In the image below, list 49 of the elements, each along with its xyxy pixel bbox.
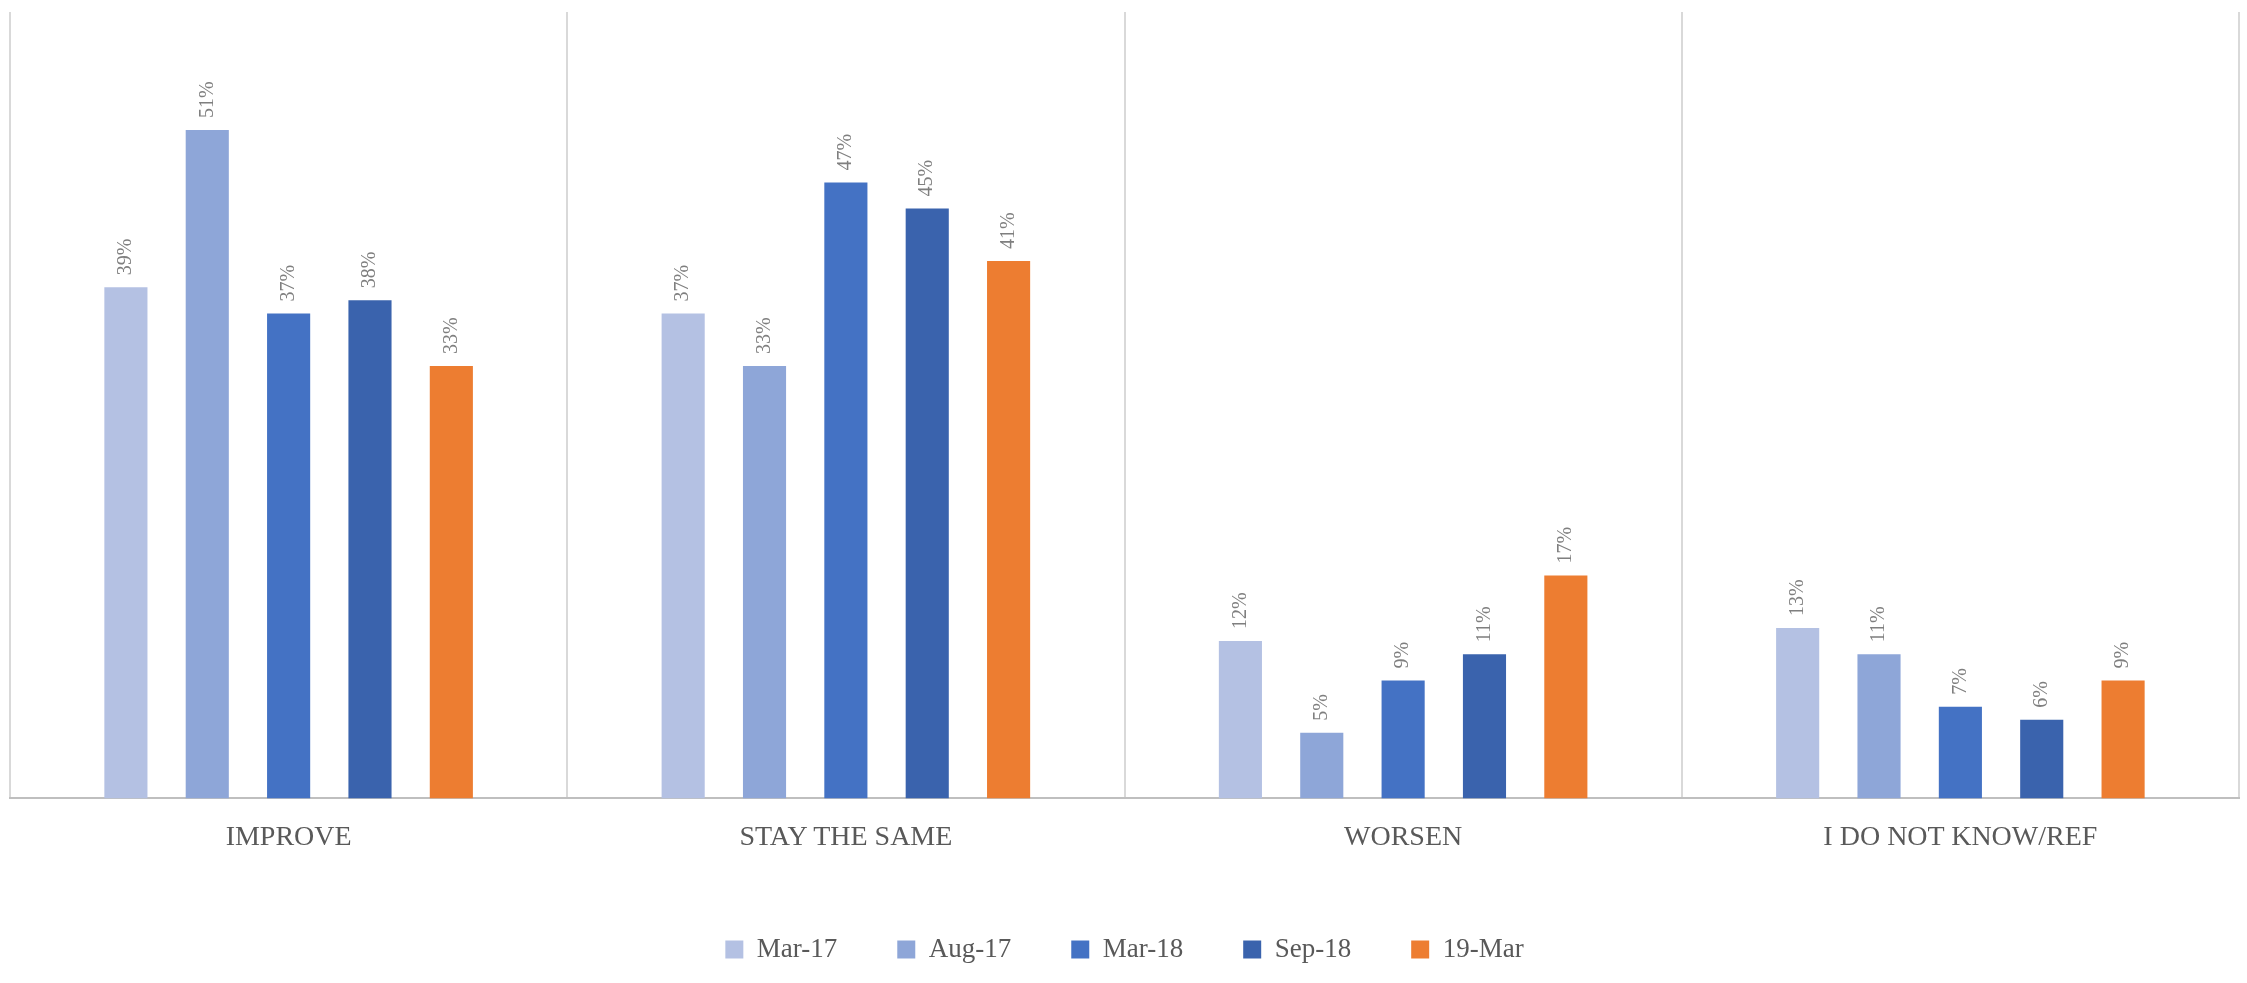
bar [1938, 706, 1982, 799]
data-label: 47% [833, 133, 856, 171]
bar [104, 287, 148, 799]
data-label: 17% [1553, 526, 1576, 564]
data-label: 9% [2110, 641, 2133, 669]
legend-label: Aug-17 [928, 932, 1012, 963]
bar [661, 313, 705, 799]
data-label: 45% [914, 159, 937, 197]
bar [185, 129, 229, 799]
bar [2101, 680, 2145, 799]
x-tick-label: I DO NOT KNOW/REF [1823, 819, 2098, 851]
bar [348, 300, 392, 799]
data-label: 12% [1227, 592, 1250, 630]
legend-label: 19-Mar [1442, 932, 1524, 963]
x-tick-label: IMPROVE [225, 819, 352, 851]
bar [1776, 628, 1820, 799]
bar [1544, 575, 1588, 799]
bar [905, 208, 949, 799]
data-label: 37% [670, 264, 693, 302]
bar [1218, 641, 1262, 799]
legend-label: Sep-18 [1274, 932, 1352, 963]
data-label: 6% [2028, 681, 2051, 708]
data-label: 38% [357, 251, 380, 289]
data-label: 51% [194, 81, 217, 118]
bar [429, 365, 473, 799]
data-label: 7% [1947, 667, 1970, 695]
bar [267, 313, 311, 799]
bar [987, 261, 1031, 799]
legend-label: Mar-17 [756, 932, 838, 963]
bar [1462, 654, 1507, 799]
bar [2020, 719, 2064, 799]
x-tick-label: WORSEN [1344, 819, 1463, 851]
data-label: 11% [1866, 606, 1889, 643]
data-label: 5% [1309, 694, 1332, 721]
bar [1300, 732, 1344, 799]
data-label: 33% [751, 317, 774, 354]
data-label: 41% [995, 212, 1018, 250]
bar [824, 182, 868, 799]
legend-label: Mar-18 [1102, 932, 1184, 963]
bar [742, 365, 787, 799]
data-label: 11% [1471, 606, 1494, 643]
bar [1857, 654, 1901, 799]
data-label: 39% [113, 238, 136, 276]
data-label: 9% [1390, 641, 1413, 669]
x-tick-label: STAY THE SAME [739, 819, 953, 851]
data-label: 33% [438, 317, 461, 354]
data-label: 13% [1784, 579, 1807, 617]
data-label: 37% [275, 264, 298, 302]
bar [1381, 680, 1425, 799]
